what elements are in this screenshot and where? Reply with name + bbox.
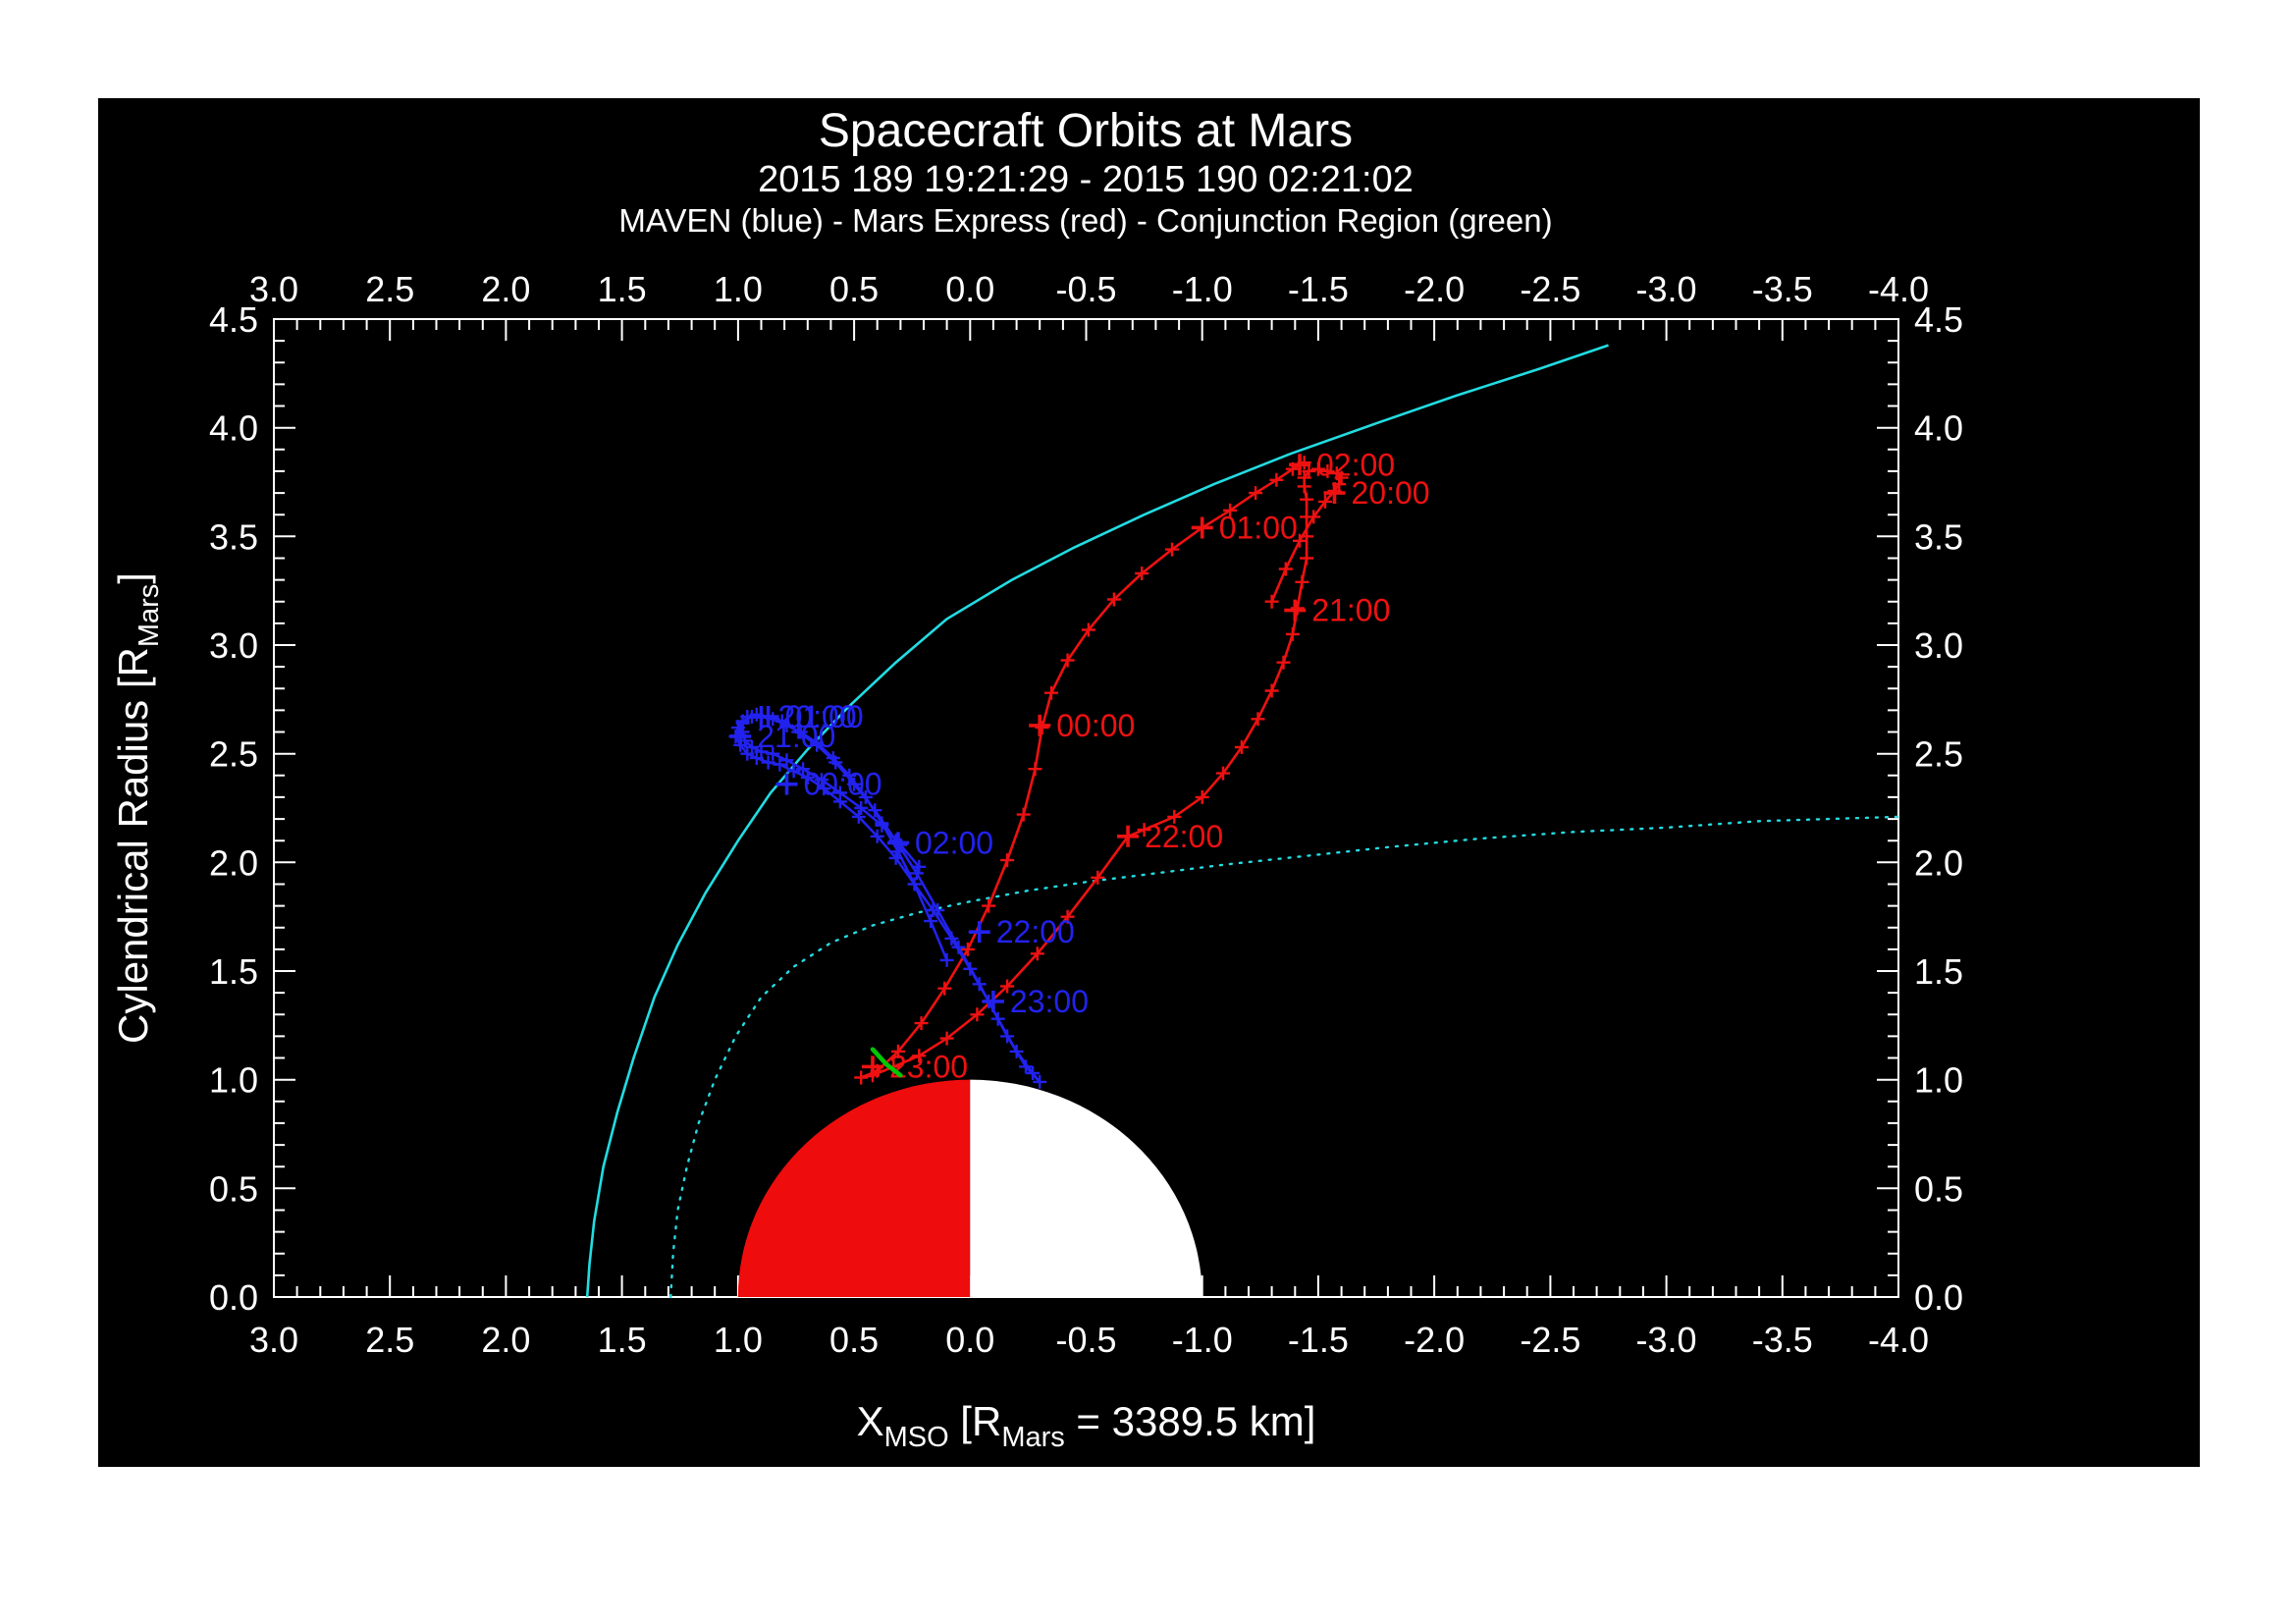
mars-express-hour-label: 22:00	[1145, 819, 1223, 854]
y-tick-label-right: 2.0	[1914, 842, 1963, 883]
maven-hour-label: 20:00	[778, 699, 857, 734]
y-tick-label-right: 3.5	[1914, 516, 1963, 557]
maven-hour-label: 00:00	[804, 767, 882, 802]
mars-express-hour-marker	[1029, 714, 1051, 736]
maven-hour-label: 01:00	[785, 699, 864, 734]
plot-legend: MAVEN (blue) - Mars Express (red) - Conj…	[618, 202, 1553, 239]
maven-orbit-path	[734, 713, 1041, 1083]
maven-hour-marker	[757, 706, 779, 729]
mars-express-time-markers	[854, 456, 1349, 1085]
mars-express-orbit-path	[860, 460, 1344, 1079]
mars-express-hour-label: 01:00	[1219, 510, 1298, 545]
y-tick-label-right: 0.0	[1914, 1277, 1963, 1318]
x-tick-label-bottom: 0.0	[945, 1320, 994, 1360]
x-tick-label-bottom: 0.5	[829, 1320, 879, 1360]
x-tick-label-bottom: -4.0	[1868, 1320, 1929, 1360]
x-tick-label-bottom: 1.0	[714, 1320, 763, 1360]
y-axis-title: Cylendrical Radius [RMars]	[110, 572, 165, 1044]
x-tick-label-top: -1.5	[1288, 269, 1349, 309]
x-tick-label-top: -1.0	[1172, 269, 1233, 309]
x-tick-label-top: 1.5	[598, 269, 647, 309]
mars-nightside	[970, 1079, 1202, 1297]
y-tick-label-left: 4.0	[209, 408, 258, 449]
maven-time-markers	[728, 707, 1047, 1089]
x-tick-label-bottom: -0.5	[1055, 1320, 1116, 1360]
x-tick-label-bottom: -3.5	[1752, 1320, 1813, 1360]
y-tick-label-left: 3.5	[209, 516, 258, 557]
x-tick-label-top: -2.0	[1404, 269, 1465, 309]
x-tick-label-bottom: 3.0	[249, 1320, 298, 1360]
mars-express-hour-label: 21:00	[1311, 593, 1390, 628]
maven-hour-marker	[968, 921, 990, 944]
mars-express-hour-label: 02:00	[1316, 447, 1395, 482]
mars-express-hour-marker	[1117, 825, 1140, 847]
maven-hour-label: 22:00	[996, 914, 1075, 949]
y-tick-label-left: 0.5	[209, 1168, 258, 1209]
mars-express-hour-marker	[861, 1055, 883, 1078]
x-tick-label-bottom: 1.5	[598, 1320, 647, 1360]
y-tick-label-left: 4.5	[209, 299, 258, 340]
maven-hour-label: 21:00	[757, 719, 835, 754]
x-tick-label-bottom: -1.5	[1288, 1320, 1349, 1360]
mars-express-hour-label: 20:00	[1351, 475, 1429, 511]
plot-title: Spacecraft Orbits at Mars	[818, 105, 1354, 157]
x-tick-label-top: 2.5	[365, 269, 414, 309]
y-tick-label-left: 0.0	[209, 1277, 258, 1318]
maven-hour-marker	[982, 990, 1004, 1012]
x-tick-label-top: 0.5	[829, 269, 879, 309]
x-tick-label-top: -4.0	[1868, 269, 1929, 309]
mars-express-hour-marker	[1284, 599, 1307, 622]
y-tick-label-right: 4.5	[1914, 299, 1963, 340]
x-tick-label-top: 1.0	[714, 269, 763, 309]
x-tick-label-top: -0.5	[1055, 269, 1116, 309]
x-tick-label-bottom: 2.5	[365, 1320, 414, 1360]
x-axis-title: XMSO [RMars = 3389.5 km]	[857, 1398, 1316, 1453]
mars-express-hour-label: 00:00	[1056, 708, 1135, 743]
x-tick-label-bottom: -2.0	[1404, 1320, 1465, 1360]
x-tick-label-bottom: 2.0	[481, 1320, 530, 1360]
y-tick-label-left: 3.0	[209, 625, 258, 666]
y-tick-label-left: 1.0	[209, 1060, 258, 1101]
mars-express-hour-marker	[1289, 454, 1311, 476]
axis-ticks	[273, 318, 1899, 1298]
mars-express-hour-marker	[1323, 482, 1346, 505]
maven-hour-marker	[775, 773, 798, 795]
maven-hour-label: 02:00	[915, 825, 993, 860]
x-tick-label-bottom: -2.5	[1520, 1320, 1580, 1360]
y-tick-label-left: 2.0	[209, 842, 258, 883]
y-tick-label-right: 4.0	[1914, 408, 1963, 449]
x-tick-label-top: 3.0	[249, 269, 298, 309]
y-tick-label-right: 1.5	[1914, 951, 1963, 992]
maven-hour-marker	[886, 832, 909, 854]
x-tick-label-top: -3.0	[1636, 269, 1697, 309]
y-tick-label-right: 2.5	[1914, 734, 1963, 775]
y-tick-label-right: 3.0	[1914, 625, 1963, 666]
y-tick-label-left: 2.5	[209, 734, 258, 775]
plot-subtitle: 2015 189 19:21:29 - 2015 190 02:21:02	[758, 159, 1414, 200]
x-tick-label-top: 0.0	[945, 269, 994, 309]
y-tick-label-right: 1.0	[1914, 1060, 1963, 1101]
y-tick-label-left: 1.5	[209, 951, 258, 992]
x-tick-label-bottom: -1.0	[1172, 1320, 1233, 1360]
maven-hour-label: 23:00	[1010, 984, 1089, 1019]
y-tick-label-right: 0.5	[1914, 1168, 1963, 1209]
x-tick-label-top: 2.0	[481, 269, 530, 309]
mars-express-hour-marker	[1191, 516, 1213, 539]
conjunction-segment	[870, 1047, 903, 1078]
mars-express-hour-label: 23:00	[889, 1049, 968, 1084]
mpb-curve	[669, 815, 1900, 1299]
bow-shock-curve	[585, 344, 1609, 1298]
x-tick-label-top: -2.5	[1520, 269, 1580, 309]
mars-dayside	[737, 1079, 971, 1297]
x-tick-label-top: -3.5	[1752, 269, 1813, 309]
maven-hour-marker	[729, 725, 752, 747]
x-tick-label-bottom: -3.0	[1636, 1320, 1697, 1360]
